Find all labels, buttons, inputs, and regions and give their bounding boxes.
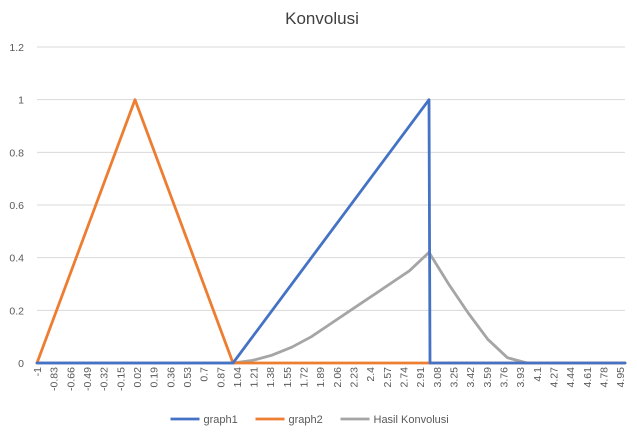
x-tick-label: 0.19 <box>149 367 161 388</box>
x-tick-label: 4.61 <box>582 367 594 388</box>
x-tick-label: 2.23 <box>349 367 361 388</box>
gridlines <box>37 46 625 311</box>
y-tick-label: 0.6 <box>9 200 24 212</box>
x-tick-label: 0.7 <box>199 367 211 382</box>
x-tick-label: 0.02 <box>132 367 144 388</box>
x-tick-label: -0.66 <box>65 367 77 391</box>
x-tick-label: 4.1 <box>532 367 544 382</box>
x-tick-label: -1 <box>32 367 44 376</box>
x-tick-label: 3.59 <box>482 367 494 388</box>
y-tick-label: 1.2 <box>9 42 24 54</box>
x-tick-label: 4.78 <box>598 367 610 388</box>
y-tick-label: 1 <box>18 95 24 107</box>
x-tick-label: 1.38 <box>265 367 277 388</box>
x-tick-label: 4.44 <box>565 367 577 388</box>
y-tick-label: 0.4 <box>9 253 24 265</box>
x-tick-label: 1.89 <box>315 367 327 388</box>
x-tick-label: -0.15 <box>115 367 127 391</box>
x-tick-label: 3.08 <box>432 367 444 388</box>
x-tick-label: 1.72 <box>299 367 311 388</box>
x-tick-label: -0.49 <box>82 367 94 391</box>
y-tick-label: 0 <box>18 358 24 370</box>
legend: graph1 graph2 Hasil Konvolusi <box>170 414 449 426</box>
x-tick-label: 0.87 <box>215 367 227 388</box>
x-tick-label: -0.83 <box>49 367 61 391</box>
x-tick-label: 2.4 <box>365 367 377 382</box>
series-line-graph1 <box>35 98 627 365</box>
chart-title: Konvolusi <box>285 9 359 28</box>
x-tick-label: 3.25 <box>449 367 461 388</box>
x-tick-label: 3.93 <box>515 367 527 388</box>
x-tick-label: 2.74 <box>399 367 411 388</box>
legend-label: Hasil Konvolusi <box>374 414 449 426</box>
x-tick-label: -0.32 <box>99 367 111 391</box>
x-tick-label: 1.21 <box>249 367 261 388</box>
x-tick-label: 4.95 <box>615 367 627 388</box>
y-tick-label: 0.2 <box>9 305 24 317</box>
x-tick-label: 0.36 <box>165 367 177 388</box>
x-tick-label: 2.06 <box>332 367 344 388</box>
legend-label: graph1 <box>204 414 238 426</box>
series-lines <box>35 98 627 365</box>
x-tick-label: 1.04 <box>232 367 244 388</box>
x-tick-label: 3.76 <box>498 367 510 388</box>
x-tick-label: 2.91 <box>415 367 427 388</box>
x-tick-label: 0.53 <box>182 367 194 388</box>
x-tick-label: 3.42 <box>465 367 477 388</box>
x-tick-label: 4.27 <box>548 367 560 388</box>
axes: 0 0.2 0.4 0.6 0.8 1 1.2 -1 -0.83 -0.66 -0.49 -0.32-… <box>9 42 627 391</box>
legend-label: graph2 <box>289 414 323 426</box>
y-tick-label: 0.8 <box>9 147 24 159</box>
series-line-hasil-konvolusi <box>35 250 627 365</box>
x-tick-label: 1.55 <box>282 367 294 388</box>
x-tick-label: 2.57 <box>382 367 394 388</box>
